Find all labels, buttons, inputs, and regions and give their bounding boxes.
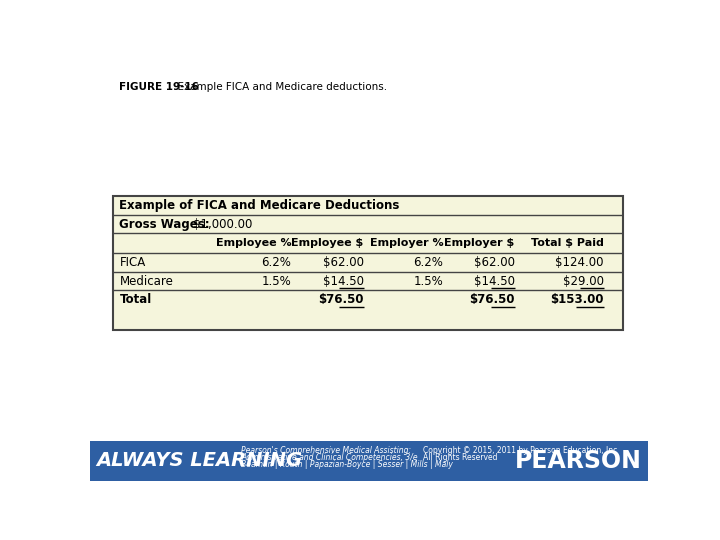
Text: $14.50: $14.50	[323, 275, 364, 288]
Text: PEARSON: PEARSON	[515, 449, 642, 472]
Text: $76.50: $76.50	[318, 293, 364, 306]
Text: Total $ Paid: Total $ Paid	[531, 239, 604, 248]
Text: Medicare: Medicare	[120, 275, 174, 288]
Text: Copyright © 2015, 2011 by Pearson Education, Inc: Copyright © 2015, 2011 by Pearson Educat…	[423, 446, 618, 455]
Text: $29.00: $29.00	[563, 275, 604, 288]
Text: All Rights Reserved: All Rights Reserved	[423, 453, 498, 462]
Text: $76.50: $76.50	[469, 293, 515, 306]
Text: Example of FICA and Medicare Deductions: Example of FICA and Medicare Deductions	[120, 199, 400, 212]
Text: FIGURE 19-16: FIGURE 19-16	[120, 82, 199, 92]
Text: 1.5%: 1.5%	[262, 275, 292, 288]
Text: $62.00: $62.00	[323, 256, 364, 269]
Text: 6.2%: 6.2%	[413, 256, 444, 269]
Text: Administrative and Clinical Competencies, 3/e: Administrative and Clinical Competencies…	[241, 453, 418, 462]
Text: $62.00: $62.00	[474, 256, 515, 269]
FancyBboxPatch shape	[90, 441, 648, 481]
Text: $153.00: $153.00	[550, 293, 604, 306]
Text: $124.00: $124.00	[555, 256, 604, 269]
Text: Example FICA and Medicare deductions.: Example FICA and Medicare deductions.	[171, 82, 387, 92]
FancyBboxPatch shape	[113, 195, 624, 330]
Text: 6.2%: 6.2%	[261, 256, 292, 269]
Text: ALWAYS LEARNING: ALWAYS LEARNING	[96, 451, 302, 470]
Text: FICA: FICA	[120, 256, 145, 269]
Text: Gross Wages:: Gross Wages:	[120, 218, 210, 231]
Text: 1.5%: 1.5%	[414, 275, 444, 288]
Text: Beaman | Routh | Papazian-Boyce | Sesser | Mills | Maly: Beaman | Routh | Papazian-Boyce | Sesser…	[241, 460, 453, 469]
Text: Pearson's Comprehensive Medical Assisting:: Pearson's Comprehensive Medical Assistin…	[241, 446, 411, 455]
Text: Employee $: Employee $	[292, 239, 364, 248]
Text: Employer $: Employer $	[444, 239, 515, 248]
Text: $14.50: $14.50	[474, 275, 515, 288]
Text: Employer %: Employer %	[370, 239, 444, 248]
Text: $1,000.00: $1,000.00	[193, 218, 253, 231]
Text: Total: Total	[120, 293, 152, 306]
Text: Employee %: Employee %	[216, 239, 292, 248]
